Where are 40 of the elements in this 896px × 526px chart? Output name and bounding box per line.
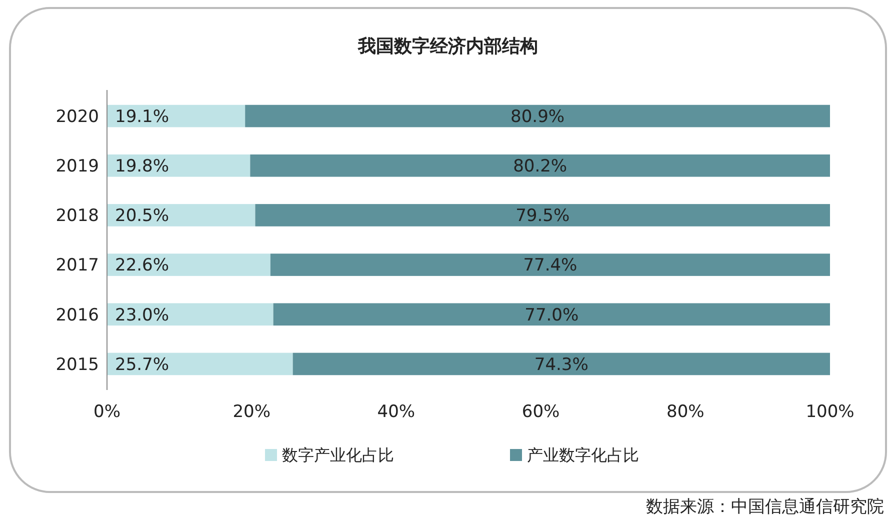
bar [245, 104, 830, 128]
data-label: 22.6% [115, 256, 170, 276]
bar [270, 254, 830, 276]
x-tick-label: 60% [522, 402, 560, 422]
data-label: 20.5% [115, 206, 170, 226]
y-tick-label: 2016 [56, 305, 99, 326]
data-label: 80.2% [513, 156, 568, 177]
source-note: 数据来源：中国信息通信研究院 [646, 497, 884, 517]
bar [107, 154, 250, 177]
bar [107, 303, 274, 326]
data-label: 77.0% [524, 305, 579, 326]
y-tick-label: 2018 [56, 206, 99, 226]
data-label: 19.1% [115, 106, 170, 127]
bar [107, 352, 293, 376]
legend-label: 产业数字化占比 [527, 446, 639, 465]
y-tick-label: 2017 [56, 256, 99, 276]
data-label: 80.9% [510, 106, 565, 127]
bar [273, 303, 830, 326]
data-label: 79.5% [516, 206, 570, 226]
y-tick-label: 2020 [56, 106, 99, 127]
x-tick-label: 100% [806, 402, 854, 422]
data-label: 25.7% [115, 354, 170, 375]
legend-label: 数字产业化占比 [282, 446, 394, 465]
x-tick-label: 40% [377, 402, 416, 422]
x-tick-label: 80% [666, 402, 704, 422]
bar [107, 254, 270, 276]
y-tick-label: 2015 [56, 354, 99, 375]
data-label: 74.3% [534, 354, 588, 375]
bar [107, 204, 256, 226]
x-tick-label: 0% [94, 402, 120, 422]
data-label: 19.8% [115, 156, 170, 177]
chart-title: 我国数字经济内部结构 [357, 36, 538, 57]
data-label: 23.0% [115, 305, 170, 326]
data-label: 77.4% [523, 256, 578, 276]
bar [107, 104, 246, 128]
bar [250, 154, 830, 177]
x-tick-label: 20% [232, 402, 270, 422]
bar [292, 352, 830, 376]
y-tick-label: 2019 [56, 156, 99, 177]
bar [255, 204, 830, 226]
